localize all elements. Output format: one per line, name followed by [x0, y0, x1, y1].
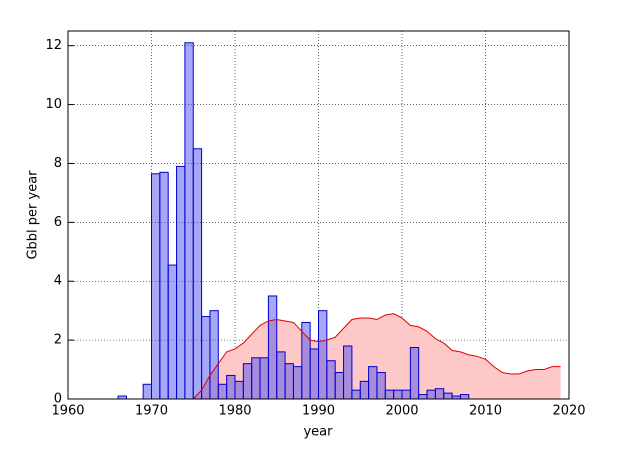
histogram-bar — [176, 165, 186, 400]
y-tick-label: 4 — [54, 274, 62, 289]
y-tick-label: 6 — [54, 215, 62, 230]
histogram-bar — [267, 295, 278, 400]
histogram-bar — [251, 357, 261, 400]
x-tick-label: 1970 — [135, 404, 168, 419]
histogram-bar — [384, 389, 395, 400]
histogram-bar — [351, 389, 361, 400]
histogram-bar — [376, 372, 386, 400]
histogram-bar — [409, 346, 420, 400]
histogram-bar — [234, 380, 244, 400]
x-tick-label: 2020 — [552, 404, 585, 419]
y-tick-label: 0 — [54, 392, 62, 407]
histogram-bar — [284, 363, 294, 400]
y-tick-label: 8 — [54, 156, 62, 171]
histogram-bar — [401, 389, 411, 400]
histogram-bar — [151, 173, 161, 400]
histogram-bar — [326, 360, 336, 400]
histogram-bar — [292, 366, 303, 400]
histogram-bar — [184, 42, 194, 400]
histogram-bar — [443, 392, 453, 400]
area-line — [192, 313, 561, 400]
y-tick-label: 2 — [54, 333, 62, 348]
x-tick-label: 1960 — [51, 404, 84, 419]
histogram-bar — [318, 310, 328, 400]
y-tick-label: 10 — [45, 97, 62, 112]
histogram-bar — [334, 372, 345, 400]
histogram-bar — [359, 380, 370, 400]
histogram-bar — [459, 394, 470, 400]
histogram-bar — [343, 345, 353, 400]
x-tick-label: 2010 — [469, 404, 502, 419]
histogram-bar — [226, 374, 236, 400]
histogram-bar — [309, 348, 319, 400]
histogram-bar — [368, 366, 378, 400]
histogram-bar — [142, 383, 152, 400]
histogram-bar — [418, 394, 428, 400]
histogram-bar — [301, 321, 311, 400]
histogram-bar — [426, 389, 436, 400]
x-axis-label: year — [303, 425, 333, 440]
x-tick-label: 2000 — [385, 404, 418, 419]
y-tick-label: 12 — [45, 38, 62, 53]
histogram-bar — [259, 357, 269, 400]
histogram-bar — [242, 363, 253, 400]
plot-frame — [67, 30, 570, 400]
histogram-bar — [393, 389, 403, 400]
histogram-bar — [217, 383, 228, 400]
histogram-bar — [201, 316, 211, 400]
histogram-bar — [192, 148, 203, 400]
histogram-bar — [276, 351, 286, 400]
y-axis-label: Gbbl per year — [26, 170, 41, 260]
histogram-bar — [209, 310, 219, 400]
histogram-bar — [167, 264, 178, 400]
histogram-bar — [434, 388, 445, 400]
x-tick-label: 1980 — [218, 404, 251, 419]
histogram-bar — [159, 171, 169, 400]
x-tick-label: 1990 — [302, 404, 335, 419]
